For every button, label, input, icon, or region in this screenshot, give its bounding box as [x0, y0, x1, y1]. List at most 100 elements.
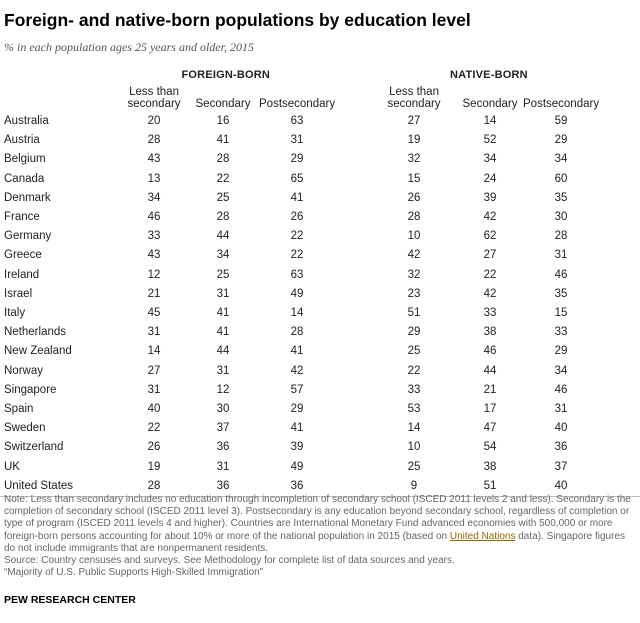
note-text-end: data). Singapore figures do not include … [4, 530, 625, 554]
native-born-secondary-value: 22 [483, 268, 497, 281]
foreign-born-postsecondary-value: 41 [290, 422, 304, 435]
foreign-born-secondary-value: 31 [216, 287, 230, 300]
native-born-less-than-secondary-value: 25 [407, 345, 421, 358]
foreign-born-secondary-value: 41 [216, 326, 230, 339]
country-label: Italy [4, 307, 26, 319]
foreign-born-postsecondary-value: 36 [290, 479, 304, 492]
native-born-less-than-secondary-value: 15 [407, 172, 421, 185]
foreign-born-postsecondary-value: 63 [290, 115, 304, 127]
foreign-born-postsecondary-value: 63 [290, 268, 304, 281]
native-born-postsecondary-value: 33 [554, 326, 568, 339]
native-born-secondary-value: 24 [483, 172, 497, 185]
native-born-less-than-secondary-value: 10 [407, 230, 421, 243]
table-row: France 46 28 26 28 42 30 [0, 211, 640, 230]
foreign-born-postsecondary-value: 49 [290, 460, 304, 473]
native-born-postsecondary-value: 31 [554, 403, 568, 415]
note-text: Note: Less than secondary includes no ed… [4, 494, 631, 542]
chart-subtitle: % in each population ages 25 years and o… [4, 40, 254, 54]
foreign-born-secondary-value: 31 [216, 460, 230, 473]
country-label: France [4, 211, 40, 223]
pew-research-center-logo: PEW RESEARCH CENTER [4, 594, 136, 606]
column-header-secondary: Secondary [462, 98, 518, 110]
table-row: UK 19 31 49 25 38 37 [0, 461, 640, 480]
table-row: Italy 45 41 14 51 33 15 [0, 307, 640, 326]
native-born-less-than-secondary-value: 28 [407, 211, 421, 223]
country-label: Germany [4, 230, 52, 243]
foreign-born-postsecondary-value: 41 [290, 345, 304, 358]
native-born-postsecondary-value: 35 [554, 191, 568, 204]
foreign-born-secondary-value: 44 [216, 345, 230, 358]
native-born-secondary-value: 42 [483, 211, 497, 223]
report-title: “Majority of U.S. Public Supports High-S… [4, 567, 263, 579]
foreign-born-postsecondary-value: 31 [290, 134, 304, 147]
native-born-secondary-value: 34 [483, 153, 497, 166]
native-born-less-than-secondary-value: 25 [407, 460, 421, 473]
united-nations-link[interactable]: United Nations [449, 530, 516, 542]
native-born-secondary-value: 27 [483, 249, 497, 262]
native-born-secondary-value: 62 [483, 230, 497, 243]
table-row: Switzerland 26 36 39 10 54 36 [0, 441, 640, 460]
foreign-born-secondary-value: 25 [216, 268, 230, 281]
native-born-postsecondary-value: 37 [554, 460, 568, 473]
table-row: Singapore 31 12 57 33 21 46 [0, 384, 640, 403]
country-label: Canada [4, 172, 45, 185]
native-born-less-than-secondary-value: 27 [407, 115, 421, 127]
foreign-born-less-than-secondary-value: 13 [147, 172, 161, 185]
table-row: Netherlands 31 41 28 29 38 33 [0, 326, 640, 345]
foreign-born-less-than-secondary-value: 34 [147, 191, 161, 204]
foreign-born-secondary-value: 30 [216, 403, 230, 415]
foreign-born-secondary-value: 28 [216, 211, 230, 223]
foreign-born-postsecondary-value: 14 [290, 307, 304, 319]
column-header-less-than-secondary: Less than secondary [387, 86, 441, 110]
foreign-born-less-than-secondary-value: 28 [147, 134, 161, 147]
country-label: Austria [4, 134, 40, 147]
foreign-born-less-than-secondary-value: 40 [147, 403, 161, 415]
country-label: Norway [4, 364, 43, 377]
native-born-less-than-secondary-value: 26 [407, 191, 421, 204]
foreign-born-secondary-value: 36 [216, 479, 230, 492]
native-born-postsecondary-value: 40 [554, 422, 568, 435]
native-born-less-than-secondary-value: 23 [407, 287, 421, 300]
table-row: United States 28 36 36 9 51 40 [0, 480, 640, 499]
table-row: Canada 13 22 65 15 24 60 [0, 173, 640, 192]
native-born-secondary-value: 33 [483, 307, 497, 319]
native-born-secondary-value: 44 [483, 364, 497, 377]
native-born-postsecondary-value: 30 [554, 211, 568, 223]
foreign-born-less-than-secondary-value: 43 [147, 249, 161, 262]
table-row: Germany 33 44 22 10 62 28 [0, 230, 640, 249]
foreign-born-less-than-secondary-value: 22 [147, 422, 161, 435]
table-row: New Zealand 14 44 41 25 46 29 [0, 345, 640, 364]
foreign-born-less-than-secondary-value: 27 [147, 364, 161, 377]
foreign-born-secondary-value: 16 [216, 115, 230, 127]
foreign-born-postsecondary-value: 22 [290, 249, 304, 262]
foreign-born-less-than-secondary-value: 31 [147, 383, 161, 396]
country-label: Switzerland [4, 441, 64, 454]
native-born-less-than-secondary-value: 51 [407, 307, 421, 319]
native-born-secondary-value: 39 [483, 191, 497, 204]
column-header-secondary: Secondary [195, 98, 251, 110]
foreign-born-postsecondary-value: 28 [290, 326, 304, 339]
foreign-born-less-than-secondary-value: 43 [147, 153, 161, 166]
foreign-born-secondary-value: 44 [216, 230, 230, 243]
foreign-born-less-than-secondary-value: 46 [147, 211, 161, 223]
table-row: Belgium 43 28 29 32 34 34 [0, 153, 640, 172]
foreign-born-less-than-secondary-value: 14 [147, 345, 161, 358]
native-born-less-than-secondary-value: 33 [407, 383, 421, 396]
native-born-secondary-value: 38 [483, 460, 497, 473]
foreign-born-postsecondary-value: 26 [290, 211, 304, 223]
native-born-postsecondary-value: 35 [554, 287, 568, 300]
native-born-less-than-secondary-value: 9 [410, 479, 418, 492]
native-born-less-than-secondary-value: 29 [407, 326, 421, 339]
note-paragraph: Note: Less than secondary includes no ed… [4, 494, 636, 555]
country-label: Israel [4, 287, 33, 300]
native-born-postsecondary-value: 60 [554, 172, 568, 185]
table-row: Ireland 12 25 63 32 22 46 [0, 269, 640, 288]
foreign-born-less-than-secondary-value: 28 [147, 479, 161, 492]
foreign-born-secondary-value: 41 [216, 307, 230, 319]
country-label: Spain [4, 403, 34, 415]
foreign-born-less-than-secondary-value: 33 [147, 230, 161, 243]
native-born-less-than-secondary-value: 42 [407, 249, 421, 262]
foreign-born-secondary-value: 36 [216, 441, 230, 454]
foreign-born-postsecondary-value: 29 [290, 153, 304, 166]
table-row: Sweden 22 37 41 14 47 40 [0, 422, 640, 441]
